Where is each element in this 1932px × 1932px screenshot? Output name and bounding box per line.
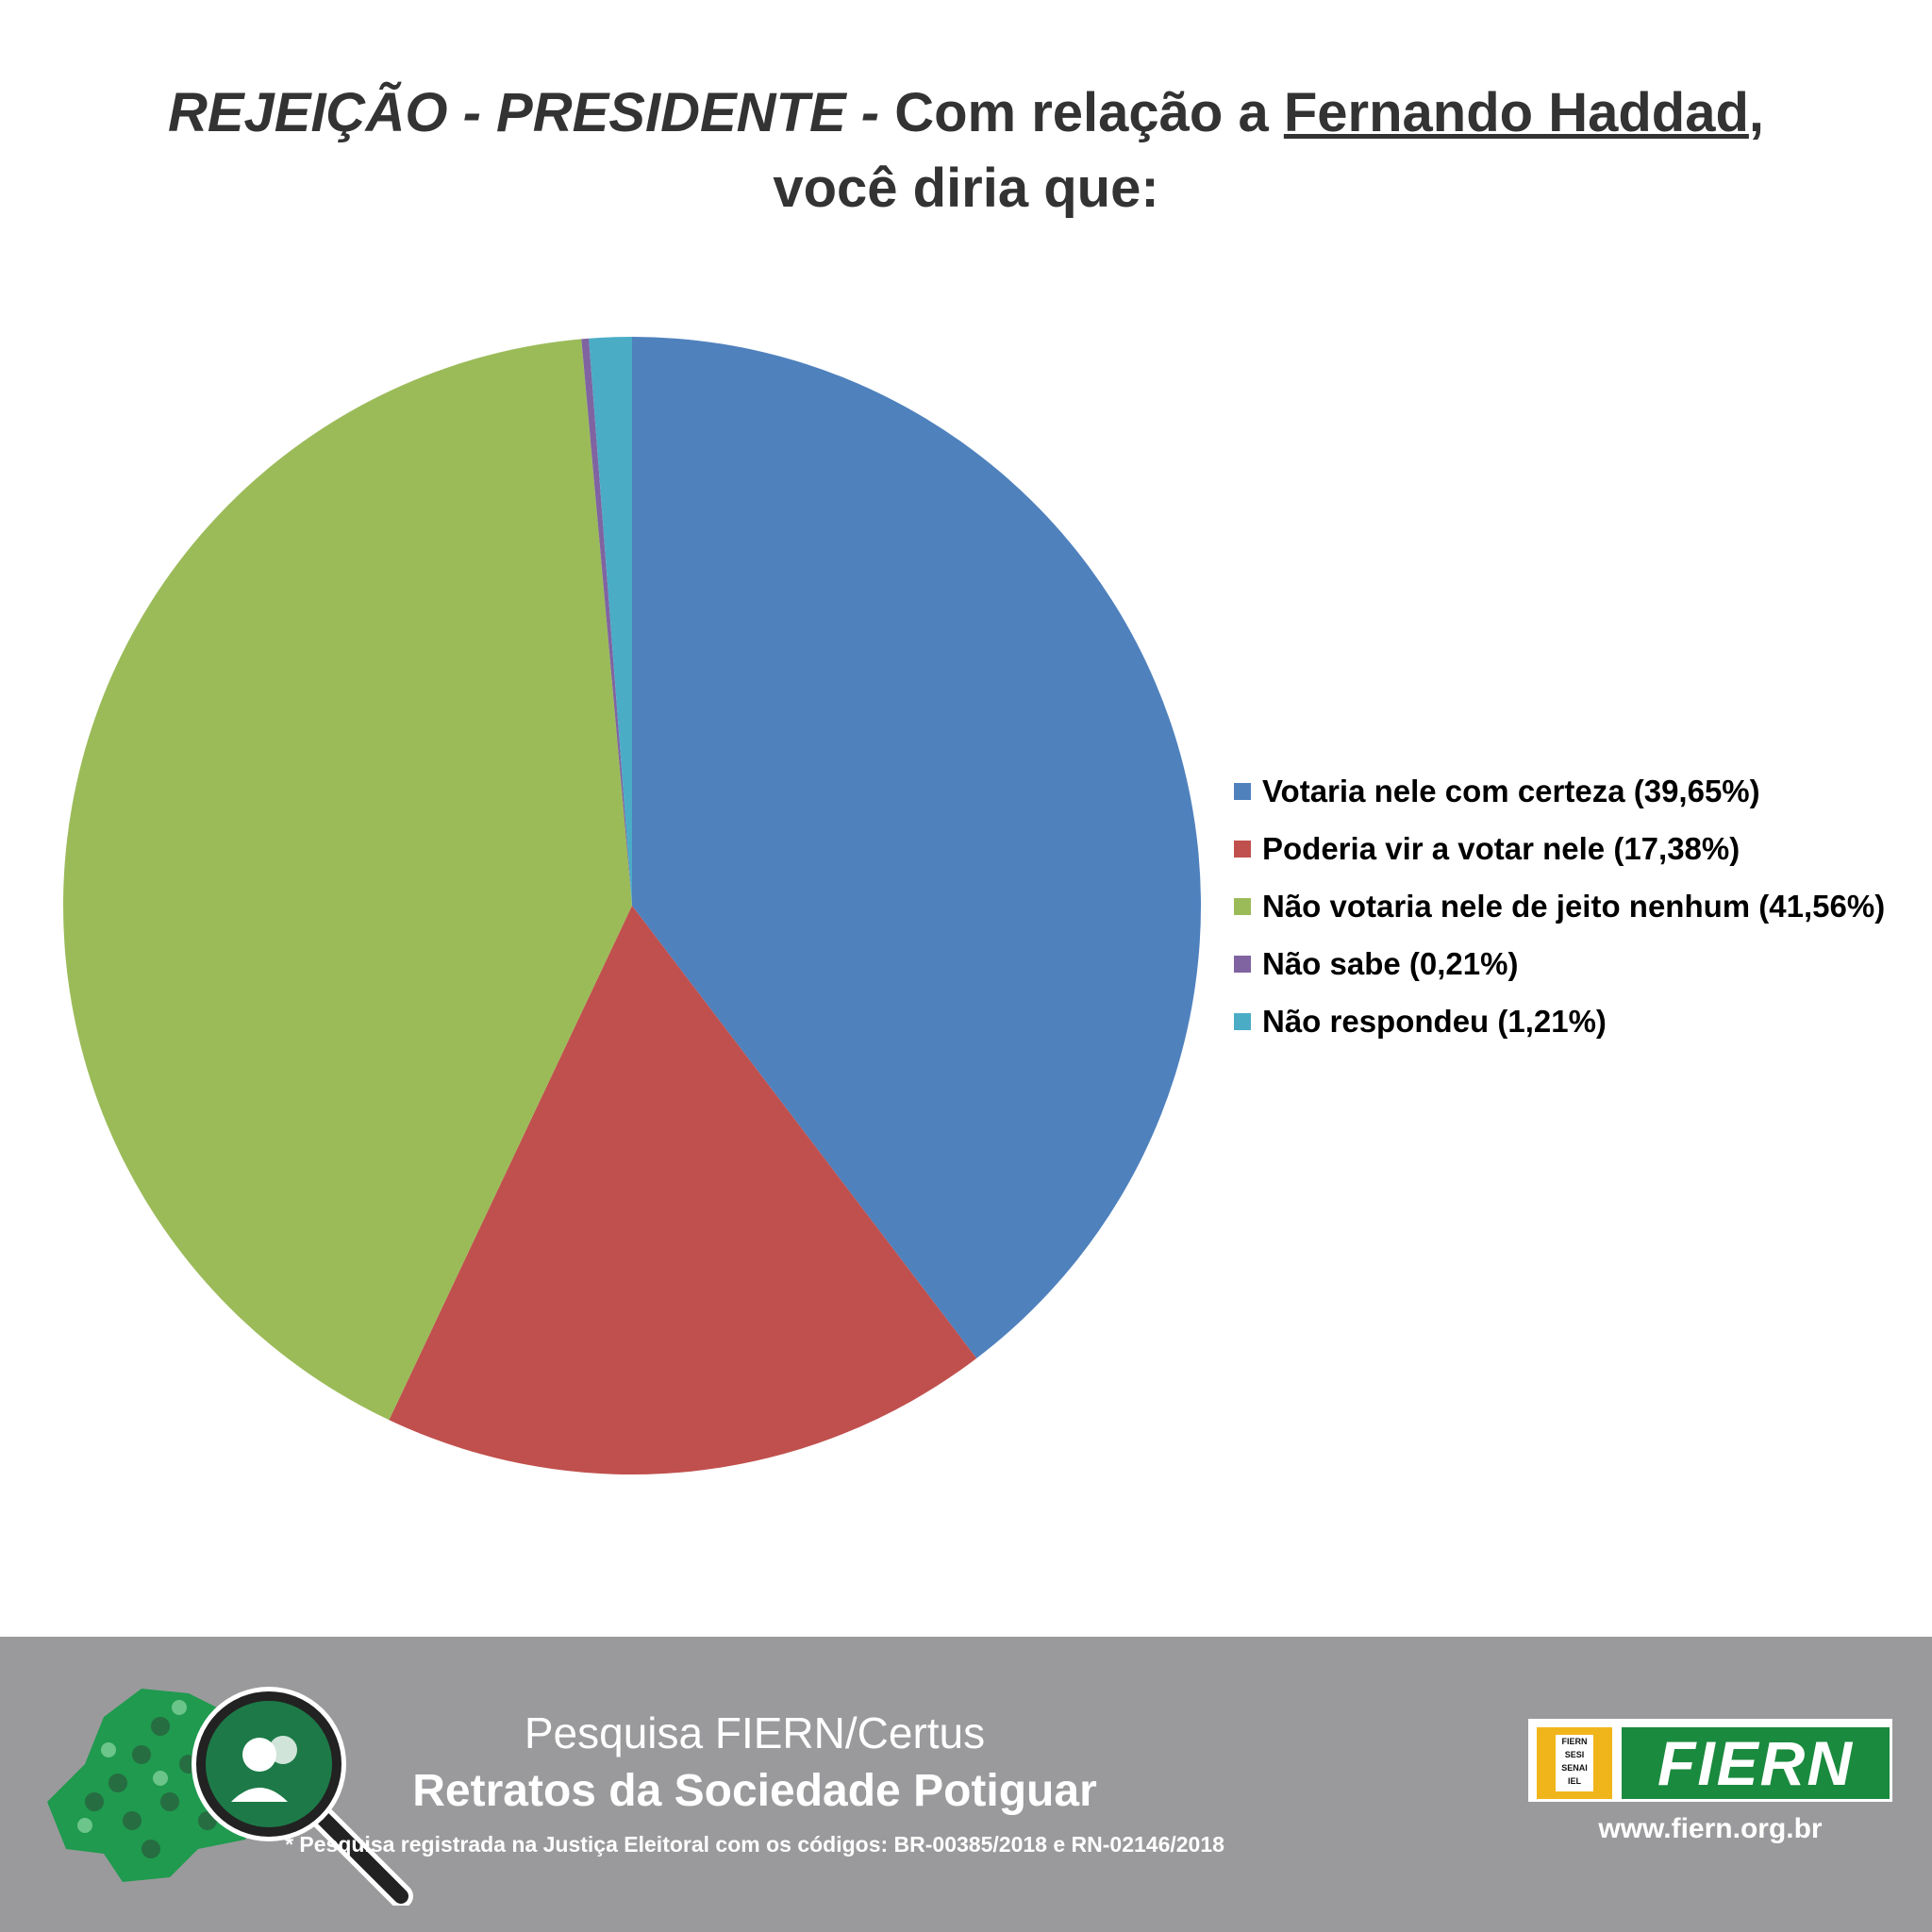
legend-item-4: Não respondeu (1,21%) [1234, 992, 1885, 1050]
legend-label-0: Votaria nele com certeza (39,65%) [1262, 773, 1760, 808]
pie-slice-3 [581, 338, 632, 907]
pie-slice-4 [589, 337, 632, 906]
legend-item-1: Poderia vir a votar nele (17,38%) [1234, 820, 1885, 877]
title-candidate-name: Fernando Haddad [1283, 82, 1749, 143]
legend-label-1: Poderia vir a votar nele (17,38%) [1262, 830, 1740, 866]
legend-item-2: Não votaria nele de jeito nenhum (41,56%… [1234, 877, 1885, 935]
legend-item-0: Votaria nele com certeza (39,65%) [1234, 762, 1885, 820]
title-line-2: você diria que: [773, 158, 1159, 219]
pie-slice-0 [632, 337, 1201, 1358]
pie-chart [63, 337, 1201, 1475]
legend-label-4: Não respondeu (1,21%) [1262, 1003, 1607, 1039]
footer-registration-note: * Pesquisa registrada na Justiça Eleitor… [285, 1832, 1224, 1857]
fiern-url[interactable]: www.fiern.org.br [1598, 1813, 1823, 1844]
footer-subtitle: Pesquisa FIERN/Certus [524, 1708, 986, 1757]
chart-legend: Votaria nele com certeza (39,65%) Poderia… [1234, 762, 1885, 1050]
legend-swatch-4 [1234, 1012, 1251, 1030]
legend-swatch-0 [1234, 782, 1251, 800]
legend-swatch-3 [1234, 955, 1251, 973]
legend-label-3: Não sabe (0,21%) [1262, 945, 1519, 981]
fiern-logo-small-text: FIERN SESI SENAI IEL [1556, 1735, 1593, 1791]
map-magnifier-icon [47, 1687, 413, 1906]
title-part-1: REJEIÇÃO - PRESIDENTE - [167, 82, 880, 143]
legend-swatch-2 [1234, 897, 1251, 915]
legend-swatch-1 [1234, 840, 1251, 858]
title-comma: , [1748, 82, 1765, 143]
legend-label-2: Não votaria nele de jeito nenhum (41,56%… [1262, 888, 1886, 924]
fiern-logo-wordmark: FIERN [1622, 1727, 1890, 1799]
legend-item-3: Não sabe (0,21%) [1234, 935, 1885, 992]
footer-main-title: Retratos da Sociedade Potiguar [412, 1766, 1097, 1816]
pie-slice-2 [63, 339, 633, 1421]
footer-banner: Pesquisa FIERN/Certus Retratos da Socied… [0, 1637, 1932, 1932]
fiern-logo-yellow-block: FIERN SESI SENAI IEL [1537, 1727, 1612, 1799]
chart-title: REJEIÇÃO - PRESIDENTE - Com relação a Fe… [0, 75, 1932, 226]
title-line-1: REJEIÇÃO - PRESIDENTE - Com relação a Fe… [0, 75, 1932, 151]
pie-slice-1 [389, 906, 977, 1475]
title-part-2: Com relação a [894, 82, 1269, 143]
fiern-logo: FIERN SESI SENAI IEL FIERN [1528, 1719, 1892, 1802]
